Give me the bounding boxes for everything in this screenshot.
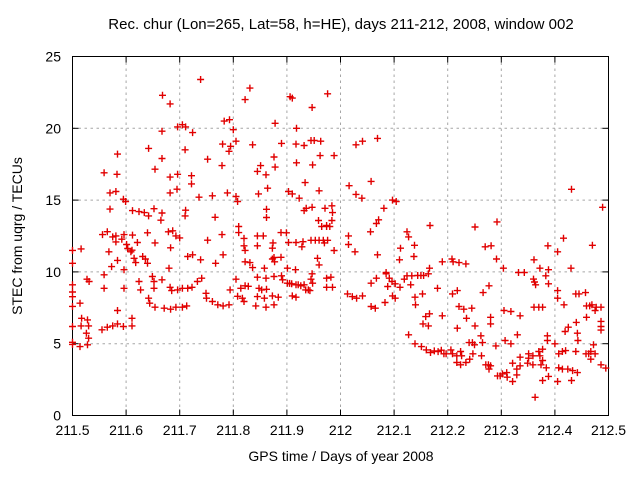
x-tick-label: 212.2: [430, 422, 465, 438]
y-tick-label: 25: [45, 49, 61, 65]
x-tick-label: 212.4: [537, 422, 572, 438]
y-tick-label: 15: [45, 192, 61, 208]
x-tick-label: 212.5: [591, 422, 626, 438]
y-tick-label: 10: [45, 264, 61, 280]
x-axis-label: GPS time / Days of year 2008: [248, 448, 434, 464]
x-tick-label: 211.5: [56, 422, 90, 438]
scatter-points: [69, 76, 610, 401]
x-tick-label: 211.6: [109, 422, 143, 438]
x-tick-label: 212: [329, 422, 353, 438]
x-tick-label: 212.1: [377, 422, 412, 438]
x-tick-label: 211.8: [216, 422, 250, 438]
y-tick-label: 5: [53, 336, 61, 352]
y-tick-label: 0: [53, 408, 61, 424]
x-tick-label: 212.3: [484, 422, 519, 438]
plot-border: [72, 56, 609, 416]
chart-title: Rec. chur (Lon=265, Lat=58, h=HE), days …: [108, 16, 574, 33]
x-tick-label: 211.7: [163, 422, 197, 438]
x-tick-label: 211.9: [270, 422, 304, 438]
y-tick-label: 20: [45, 120, 61, 136]
